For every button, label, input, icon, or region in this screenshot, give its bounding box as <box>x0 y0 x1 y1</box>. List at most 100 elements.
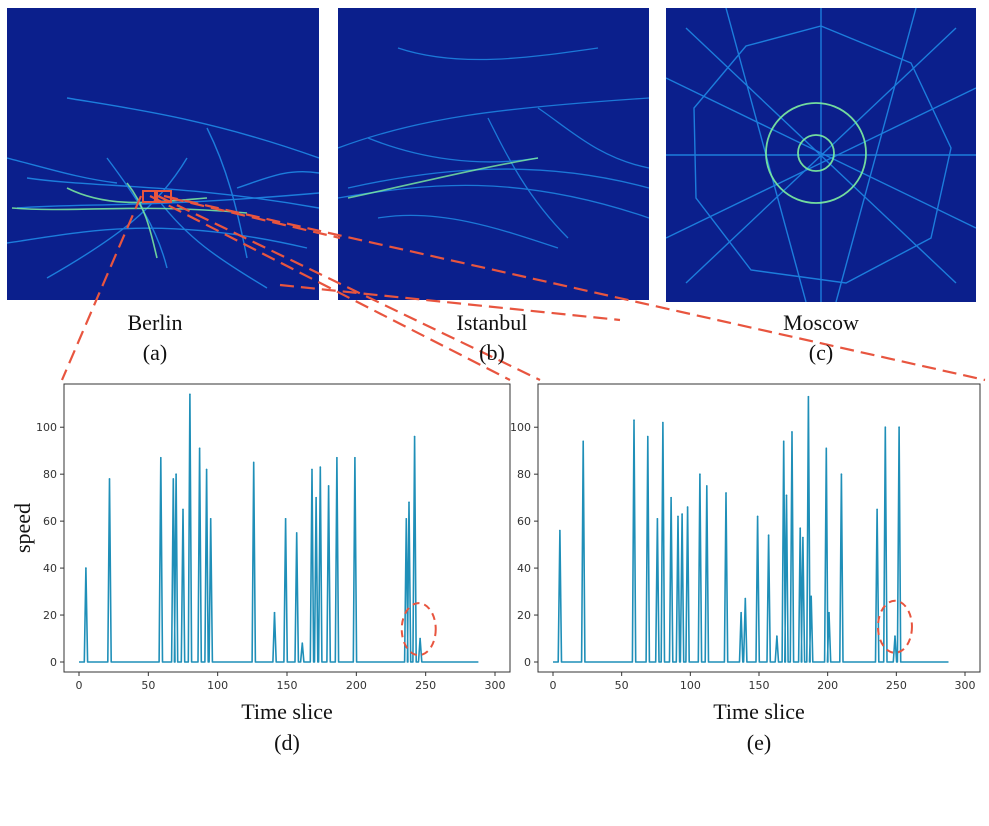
speed-peak-point <box>209 517 212 520</box>
callout-line-d-right <box>149 195 511 381</box>
y-axis-title: speed <box>10 503 35 553</box>
speed-peak-point <box>662 421 664 424</box>
speed-peak-point <box>295 532 298 534</box>
speed-peak-point <box>756 515 759 518</box>
speed-peak-point <box>656 517 659 520</box>
speed-peak-point <box>681 513 683 515</box>
speed-peak-point <box>782 440 785 443</box>
speed-peak-point <box>582 440 585 443</box>
speed-peak-point <box>327 485 330 487</box>
speed-peak-point <box>182 508 184 511</box>
istanbul-name: Istanbul <box>456 310 528 335</box>
speed-peak-point <box>108 478 111 480</box>
panel-letter: (d) <box>274 730 300 755</box>
speed-peak-point <box>408 501 410 504</box>
x-axis-title: Time slice <box>241 699 332 724</box>
speed-chart-e: 0 50 100 150 200 250 300 0 20 40 60 80 100 Time slice… <box>510 383 981 755</box>
speed-peak-point <box>725 492 727 494</box>
x-tick-label: 300 <box>485 679 506 692</box>
speed-peak-point <box>744 597 747 600</box>
speed-peak-point <box>740 611 742 614</box>
speed-peak-point <box>336 456 338 459</box>
x-axis-title: Time slice <box>713 699 804 724</box>
speed-chart-d: 0 50 100 150 200 250 300 0 20 40 60 80 100 Time slice… <box>10 383 511 755</box>
panel-letter: (e) <box>747 730 771 755</box>
speed-peak-point <box>284 517 287 520</box>
istanbul-caption: Istanbul (b) <box>432 308 552 367</box>
speed-peak-point <box>686 506 689 508</box>
y-tick-label: 80 <box>517 468 531 481</box>
callout-line-e-right <box>163 194 986 382</box>
speed-peak-point <box>413 435 416 438</box>
x-tick-label: 0 <box>76 679 83 692</box>
speed-peak-point <box>828 611 830 614</box>
speed-peak-point <box>785 494 788 497</box>
speed-peak-point <box>172 478 175 480</box>
y-tick-label: 20 <box>517 609 531 622</box>
y-tick-label: 100 <box>510 421 531 434</box>
speed-series-line <box>553 395 949 663</box>
berlin-map <box>7 8 319 300</box>
callout-line-moscow <box>279 283 621 322</box>
x-tick-label: 150 <box>277 679 298 692</box>
speed-peak-point <box>189 393 191 396</box>
moscow-caption: Moscow (c) <box>761 308 881 367</box>
speed-peak-point <box>205 468 208 471</box>
x-tick-label: 250 <box>415 679 436 692</box>
speed-peak-point <box>419 637 421 640</box>
speed-peak-point <box>802 536 804 539</box>
x-tick-label: 150 <box>749 679 770 692</box>
speed-peak-point <box>315 496 317 499</box>
callout-line-e-left <box>157 195 541 381</box>
x-tick-label: 100 <box>207 679 228 692</box>
callout-line-d-left <box>60 195 143 381</box>
speed-peak-point <box>405 517 408 520</box>
speed-peak-point <box>252 461 255 464</box>
speed-peak-point <box>898 426 900 429</box>
moscow-map <box>666 8 976 302</box>
highlight-ellipse <box>400 602 437 657</box>
x-tick-label: 100 <box>680 679 701 692</box>
speed-peak-point <box>767 534 770 537</box>
x-tick-label: 300 <box>955 679 976 692</box>
speed-peak-point <box>175 473 177 475</box>
y-tick-label: 0 <box>524 656 531 669</box>
y-tick-label: 40 <box>43 562 57 575</box>
speed-peak-point <box>776 635 778 637</box>
speed-peak-point <box>85 567 87 569</box>
moscow-letter: (c) <box>808 339 834 365</box>
speed-peak-point <box>699 473 701 475</box>
speed-peak-point <box>646 435 649 438</box>
y-tick-label: 60 <box>517 515 531 528</box>
berlin-letter: (a) <box>142 339 168 365</box>
callout-line-istanbul <box>169 196 341 240</box>
x-tick-label: 50 <box>141 679 155 692</box>
y-tick-label: 0 <box>50 656 57 669</box>
speed-peak-point <box>198 447 201 450</box>
speed-peak-point <box>810 595 812 598</box>
y-tick-label: 20 <box>43 609 57 622</box>
speed-peak-point <box>884 426 887 429</box>
y-tick-label: 100 <box>36 421 57 434</box>
speed-series-line <box>79 393 479 663</box>
speed-peak-point <box>301 642 304 645</box>
speed-peak-point <box>670 496 672 499</box>
highlight-ellipse <box>876 599 913 654</box>
speed-peak-point <box>354 456 356 459</box>
speed-peak-point <box>894 635 896 637</box>
speed-peak-point <box>677 515 679 518</box>
istanbul-map <box>338 8 649 300</box>
y-tick-label: 40 <box>517 562 531 575</box>
speed-peak-point <box>825 447 828 450</box>
moscow-name: Moscow <box>783 310 859 335</box>
speed-peak-point <box>807 395 810 398</box>
speed-peak-point <box>791 431 793 433</box>
speed-peak-point <box>799 527 801 529</box>
speed-peak-point <box>160 456 162 459</box>
speed-peak-point <box>706 485 708 487</box>
berlin-caption: Berlin (a) <box>95 308 215 367</box>
speed-peak-point <box>311 468 313 471</box>
y-tick-label: 60 <box>43 515 57 528</box>
y-tick-label: 80 <box>43 468 57 481</box>
